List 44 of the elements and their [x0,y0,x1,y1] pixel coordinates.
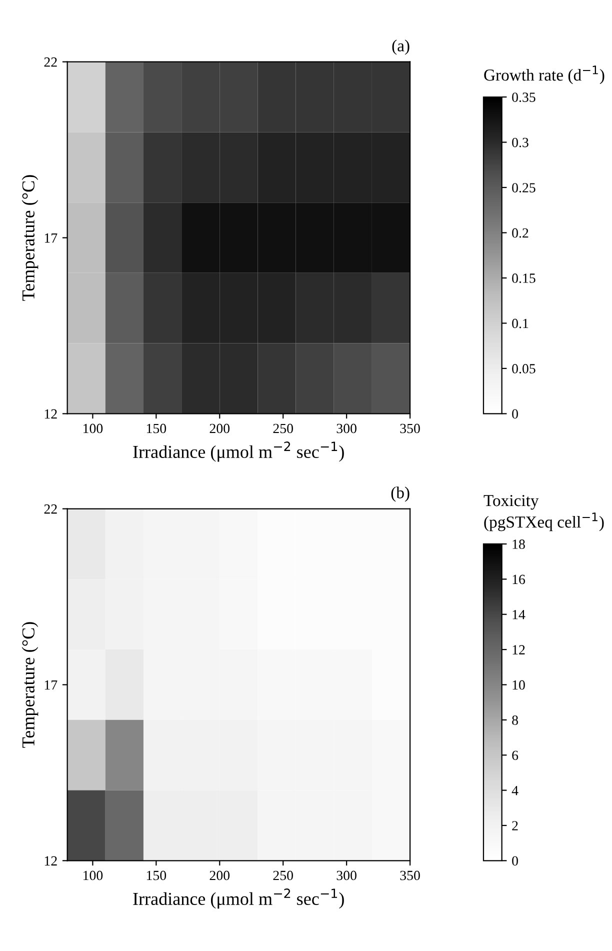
color-bar-label: 0.2 [512,228,528,238]
text: (a) [392,40,410,55]
y-tick-label: 17 [44,680,58,690]
color-bar-label: 8 [512,715,518,725]
x-tick-label: 300 [336,424,356,434]
y-axis-title: Temperature (°C) [22,175,38,301]
x-axis-title: Irradiance (μmol m$^{−2}$ sec$^{−1}$) [133,888,344,909]
color-bar-label: 0.05 [512,364,536,374]
color-bar-label: 0.3 [512,138,528,148]
x-tick-label: 150 [146,424,166,434]
y-tick-label: 12 [44,409,57,419]
color-bar-label: 0 [512,856,518,866]
color-bar-label: 2 [512,821,518,830]
color-bar-title: Toxicity (pgSTXeq cell$^{−1}$) [484,495,604,532]
text: (b) [391,486,410,502]
color-bar-label: 0.35 [512,92,536,102]
x-tick-label: 300 [336,870,356,880]
color-bar-label: 12 [512,645,525,654]
color-bar-label: 0.25 [512,183,536,192]
color-bar-label: 0.15 [512,274,536,283]
color-bar-label: 6 [512,750,518,760]
x-tick-label: 350 [400,870,420,880]
color-bar-label: 18 [512,540,525,549]
color-bar-label: 0.1 [512,318,528,328]
x-tick-label: 100 [84,424,103,434]
x-tick-label: 250 [273,424,293,434]
x-tick-label: 200 [210,870,230,880]
color-bar-label: 4 [512,786,518,796]
x-tick-label: 200 [210,424,230,434]
x-tick-label: 150 [146,870,166,880]
y-tick-label: 22 [44,57,57,67]
color-bar-label: 14 [512,610,526,620]
x-tick-label: 250 [273,870,293,880]
y-axis-title: Temperature (°C) [22,622,38,748]
x-axis-title: Irradiance (μmol m$^{−2}$ sec$^{−1}$) [133,442,344,462]
color-bar-label: 16 [512,574,526,584]
x-tick-label: 350 [400,424,420,434]
y-tick-label: 12 [44,856,57,866]
x-tick-label: 100 [84,870,103,880]
color-bar-title: Growth rate (d$^{−1}$) [484,66,604,84]
color-bar-label: 10 [512,680,525,690]
color-bar-label: 0 [512,409,518,419]
y-tick-label: 22 [44,504,57,514]
y-tick-label: 17 [44,233,58,243]
